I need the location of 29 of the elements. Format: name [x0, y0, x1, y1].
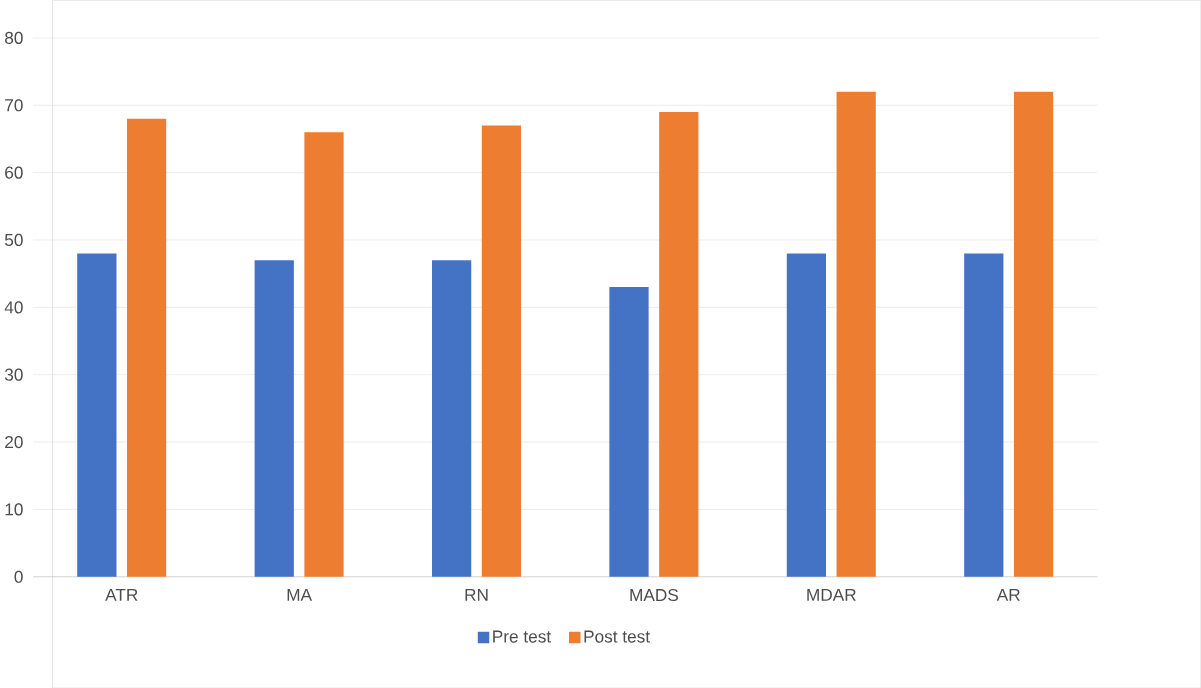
- x-tick-label: ATR: [105, 588, 138, 601]
- legend-label: Post test: [584, 630, 650, 643]
- bar: [127, 118, 167, 577]
- y-tick-label: 20: [5, 435, 23, 448]
- y-tick-label: 0: [14, 570, 23, 583]
- bar: [1013, 91, 1054, 577]
- bar: [964, 253, 1004, 577]
- y-tick-label: 60: [5, 166, 23, 179]
- x-tick-label: MADS: [630, 588, 678, 601]
- y-tick-label: 10: [5, 503, 23, 516]
- x-tick-label: MA: [287, 588, 313, 601]
- x-tick-label: AR: [996, 588, 1020, 601]
- y-tick-label: 70: [5, 98, 23, 112]
- y-tick-label: 30: [4, 368, 23, 381]
- y-tick-label: 50: [4, 233, 23, 246]
- bar: [786, 253, 827, 577]
- bar: [609, 286, 649, 577]
- y-tick-label: 40: [4, 301, 23, 314]
- bar: [659, 111, 699, 577]
- bar: [432, 260, 472, 577]
- legend-label: Pre test: [493, 630, 552, 643]
- x-tick-label: MDAR: [807, 588, 856, 601]
- bar: [481, 125, 522, 577]
- bar: [254, 260, 294, 577]
- x-tick-label: RN: [465, 588, 488, 601]
- bar: [304, 132, 344, 577]
- bar: [836, 91, 876, 577]
- bar: [77, 253, 117, 577]
- y-tick-label: 80: [5, 31, 23, 44]
